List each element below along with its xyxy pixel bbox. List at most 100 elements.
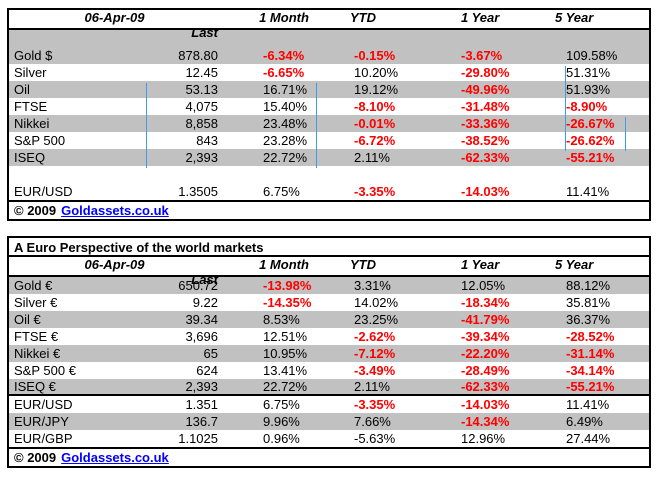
row-label: Oil € [14,312,41,327]
euro-markets-table: A Euro Perspective of the world markets … [7,236,651,468]
pct-value: -18.34% [461,295,510,310]
header-ytd: YTD [350,257,376,272]
pct-value: 88.12% [566,278,611,293]
last-value: 650.72 [178,278,218,293]
pct-value: -34.14% [566,363,615,378]
euro-table-header: 06-Apr-09 1 Month YTD 1 Year 5 Year Last [9,257,649,287]
pct-value: -26.62% [566,133,615,148]
pct-value: 23.48% [263,116,308,131]
pct-value: 0.96% [263,431,300,446]
spacer-row [9,166,649,183]
pct-value: 6.75% [263,397,300,412]
last-value: 8,858 [185,116,218,131]
row-label: FTSE € [14,329,59,344]
pct-value: 35.81% [566,295,611,310]
pct-value: -28.52% [566,329,615,344]
pct-value: 10.20% [354,65,399,80]
usd-table-rows: Gold $878.80 -6.34% -0.15% -3.67% 109.58% Sil… [9,30,649,200]
pct-value: 11.41% [566,397,610,412]
pct-value: 36.37% [566,312,611,327]
last-value: 1.1025 [178,431,218,446]
last-value: 53.13 [185,82,218,97]
market-row: EUR/USD 1.3505 6.75% -3.35% -14.03% 11.41% [9,183,649,200]
pct-value: -55.21% [566,150,615,165]
row-label: EUR/JPY [14,414,69,429]
last-value: 12.45 [185,65,218,80]
last-value: 9.22 [192,295,218,310]
pct-value: 13.41% [263,363,308,378]
pct-value: -8.10% [354,99,396,114]
pct-value: -14.03% [461,397,510,412]
pct-value: 109.58% [566,48,618,63]
pct-value: 23.25% [354,312,399,327]
pct-value: -62.33% [461,379,510,394]
guide-line [565,66,566,151]
pct-value: -29.80% [461,65,510,80]
header-1-month: 1 Month [259,10,309,25]
row-label: EUR/USD [14,184,73,199]
last-value: 39.34 [185,312,218,327]
copyright-text: © 2009 [14,203,57,218]
pct-value: -6.34% [263,48,305,63]
pct-value: 9.96% [263,414,300,429]
row-label: Gold $ [14,48,53,63]
row-label: Silver € [14,295,58,310]
last-value: 2,393 [185,379,218,394]
pct-value: -6.72% [354,133,396,148]
market-row: EUR/JPY 136.7 9.96% 7.66% -14.34% 6.49% [9,413,649,430]
pct-value: 14.02% [354,295,399,310]
pct-value: -14.34% [461,414,510,429]
pct-value: -22.20% [461,346,510,361]
copyright-text: © 2009 [14,450,57,465]
last-value: 878.80 [178,48,218,63]
last-value: 624 [196,363,218,378]
row-label: Gold € [14,278,53,293]
header-date: 06-Apr-09 [84,257,145,272]
market-row: Oil 53.13 16.71% 19.12% -49.96% 51.93% [9,81,649,98]
row-label: Nikkei [14,116,50,131]
pct-value: -8.90% [566,99,608,114]
goldassets-link[interactable]: Goldassets.co.uk [61,450,169,465]
pct-value: -3.49% [354,363,396,378]
market-row: Oil € 39.34 8.53% 23.25% -41.79% 36.37% [9,311,649,328]
pct-value: 6.49% [566,414,603,429]
pct-value: -41.79% [461,312,510,327]
pct-value: 51.31% [566,65,611,80]
row-label: Nikkei € [14,346,61,361]
market-row: EUR/USD 1.351 6.75% -3.35% -14.03% 11.41% [9,396,649,413]
pct-value: -7.12% [354,346,396,361]
pct-value: -2.62% [354,329,396,344]
pct-value: 23.28% [263,133,308,148]
pct-value: -5.63% [354,431,396,446]
guide-line [316,83,317,168]
market-row: EUR/GBP 1.1025 0.96% -5.63% 12.96% 27.44% [9,430,649,447]
usd-table-footer: © 2009 Goldassets.co.uk [9,200,649,219]
usd-markets-table: 06-Apr-09 1 Month YTD 1 Year 5 Year Last… [7,8,651,221]
pct-value: 2.11% [354,379,390,394]
row-label: FTSE [14,99,48,114]
euro-table-footer: © 2009 Goldassets.co.uk [9,447,649,466]
last-value: 4,075 [185,99,218,114]
pct-value: -33.36% [461,116,510,131]
market-row: S&P 500 € 624 13.41% -3.49% -28.49% -34.14% [9,362,649,379]
market-row: FTSE 4,075 15.40% -8.10% -31.48% -8.90% [9,98,649,115]
pct-value: 51.93% [566,82,611,97]
goldassets-link[interactable]: Goldassets.co.uk [61,203,169,218]
row-label: Silver [14,65,47,80]
row-label: Oil [14,82,30,97]
last-value: 1.351 [185,397,218,412]
pct-value: -31.14% [566,346,615,361]
pct-value: 16.71% [263,82,308,97]
pct-value: -3.35% [354,184,396,199]
pct-value: -38.52% [461,133,510,148]
pct-value: 10.95% [263,346,308,361]
row-label: EUR/GBP [14,431,73,446]
pct-value: -14.35% [263,295,312,310]
market-row: Silver 12.45 -6.65% 10.20% -29.80% 51.31% [9,64,649,81]
row-label: S&P 500 [14,133,66,148]
header-ytd: YTD [350,10,376,25]
pct-value: -14.03% [461,184,510,199]
pct-value: -0.15% [354,48,396,63]
market-row: Gold $ 878.80 -6.34% -0.15% -3.67% 109.58% [9,47,649,64]
